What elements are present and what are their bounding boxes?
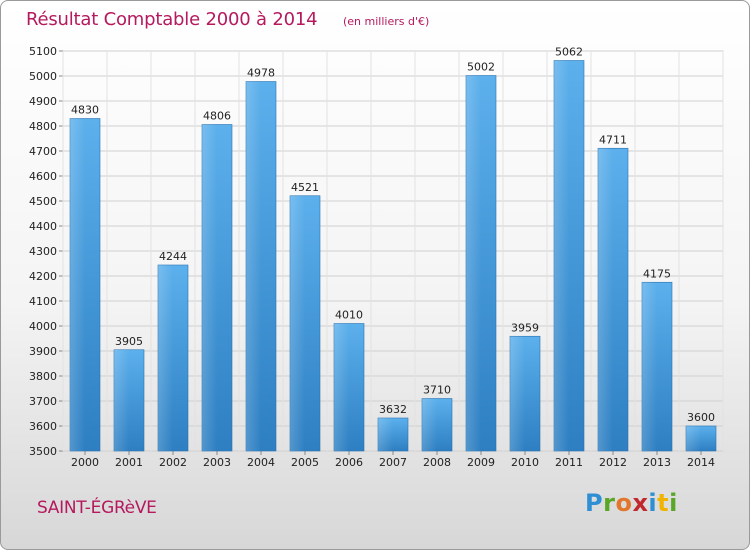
x-tick-label: 2008 [423,456,451,469]
bar-value-label: 4521 [291,181,319,194]
bar-highlight [114,349,129,451]
bar-highlight [466,75,481,451]
bar-highlight [158,265,173,451]
logo-letter: t [657,489,670,517]
y-tick-label: 4300 [29,245,57,258]
label-layer: 3500 3600 3700 3800 3900 4000 4100 4200 4300 4400… [29,45,715,469]
bar-value-label: 3710 [423,384,451,397]
y-tick-label: 4900 [29,95,57,108]
x-tick-label: 2006 [335,456,363,469]
bar-value-label: 4244 [159,250,187,263]
logo-letter: r [603,489,616,517]
x-tick-label: 2005 [291,456,319,469]
y-tick-label: 4400 [29,220,57,233]
y-tick-label: 3500 [29,445,57,458]
y-tick-label: 4600 [29,170,57,183]
y-tick-label: 4100 [29,295,57,308]
x-tick-label: 2010 [511,456,539,469]
logo-letter: i [669,489,678,517]
bar-value-label: 3600 [687,411,715,424]
bar-value-label: 3905 [115,335,143,348]
y-tick-label: 3700 [29,395,57,408]
logo-letter: P [585,489,604,517]
bar-value-label: 4978 [247,67,275,80]
bar-highlight [290,195,305,451]
y-tick-label: 4200 [29,270,57,283]
proxiti-logo: Proxiti [585,489,678,517]
bar-highlight [202,124,217,451]
bar-layer [69,60,717,452]
x-tick-label: 2000 [71,456,99,469]
x-tick-label: 2007 [379,456,407,469]
x-tick-label: 2009 [467,456,495,469]
y-tick-label: 4000 [29,320,57,333]
bar-value-label: 5062 [555,46,583,59]
y-tick-label: 3900 [29,345,57,358]
bar-highlight [686,426,701,451]
y-tick-label: 4700 [29,145,57,158]
y-tick-label: 3800 [29,370,57,383]
chart-subtitle: (en milliers d'€) [343,15,430,28]
y-tick-label: 3600 [29,420,57,433]
bar-value-label: 4711 [599,133,627,146]
logo-letter: x [632,489,649,517]
bar-highlight [510,336,525,451]
bar-value-label: 4175 [643,267,671,280]
x-tick-label: 2001 [115,456,143,469]
x-tick-label: 2004 [247,456,275,469]
bar-value-label: 3959 [511,321,539,334]
bar-value-label: 4806 [203,110,231,123]
x-tick-label: 2003 [203,456,231,469]
bar-value-label: 4010 [335,309,363,322]
bar-highlight [642,282,657,451]
bar-value-label: 4830 [71,104,99,117]
x-tick-label: 2013 [643,456,671,469]
y-tick-label: 5000 [29,70,57,83]
chart-title: Résultat Comptable 2000 à 2014 [26,9,318,30]
bar-highlight [70,118,85,451]
bar-highlight [246,81,261,451]
bar-highlight [378,418,393,451]
logo-letter: o [615,489,633,517]
logo-letter: i [648,489,658,517]
bar-highlight [598,148,613,451]
x-tick-label: 2002 [159,456,187,469]
y-tick-label: 5100 [29,45,57,58]
y-tick-label: 4500 [29,195,57,208]
bar-value-label: 5002 [467,61,495,74]
y-tick-label: 4800 [29,120,57,133]
x-tick-label: 2014 [687,456,715,469]
bar-highlight [334,323,349,451]
bar-highlight [422,398,437,451]
bar-highlight [554,60,569,451]
x-tick-label: 2011 [555,456,583,469]
bar-value-label: 3632 [379,403,407,416]
x-tick-label: 2012 [599,456,627,469]
commune-name: SAINT-ÉGRèVE [37,498,157,518]
